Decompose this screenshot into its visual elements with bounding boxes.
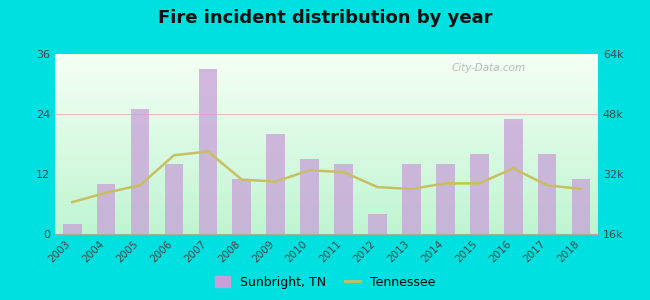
Bar — [131, 109, 150, 234]
Bar — [97, 184, 116, 234]
Bar — [436, 164, 455, 234]
Bar — [266, 134, 285, 234]
Bar — [63, 224, 81, 234]
Bar — [572, 179, 590, 234]
Bar — [233, 179, 251, 234]
Bar — [402, 164, 421, 234]
Bar — [198, 69, 217, 234]
Bar — [470, 154, 489, 234]
Bar — [368, 214, 387, 234]
Bar — [538, 154, 556, 234]
Bar — [334, 164, 353, 234]
Legend: Sunbright, TN, Tennessee: Sunbright, TN, Tennessee — [210, 271, 440, 294]
Bar — [164, 164, 183, 234]
Text: City-Data.com: City-Data.com — [452, 63, 526, 73]
Bar — [504, 119, 523, 234]
Text: Fire incident distribution by year: Fire incident distribution by year — [158, 9, 492, 27]
Bar — [300, 159, 319, 234]
